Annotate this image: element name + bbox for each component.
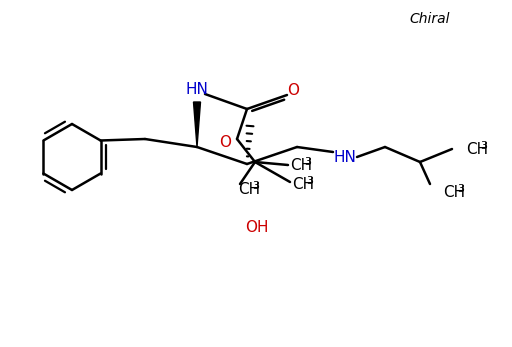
Text: HN: HN: [333, 150, 356, 164]
Text: O: O: [287, 83, 299, 98]
Text: 3: 3: [480, 141, 487, 151]
Text: CH: CH: [292, 177, 314, 192]
Text: 3: 3: [457, 184, 464, 194]
Text: CH: CH: [238, 181, 260, 196]
Text: 3: 3: [252, 181, 259, 191]
Text: CH: CH: [443, 185, 465, 200]
Text: Chiral: Chiral: [410, 12, 450, 26]
Text: CH: CH: [466, 142, 488, 156]
Text: 3: 3: [304, 157, 311, 167]
Text: HN: HN: [185, 82, 208, 96]
Polygon shape: [194, 102, 201, 147]
Text: OH: OH: [245, 220, 269, 235]
Text: 3: 3: [306, 176, 313, 186]
Text: O: O: [219, 135, 231, 150]
Text: CH: CH: [290, 158, 312, 172]
